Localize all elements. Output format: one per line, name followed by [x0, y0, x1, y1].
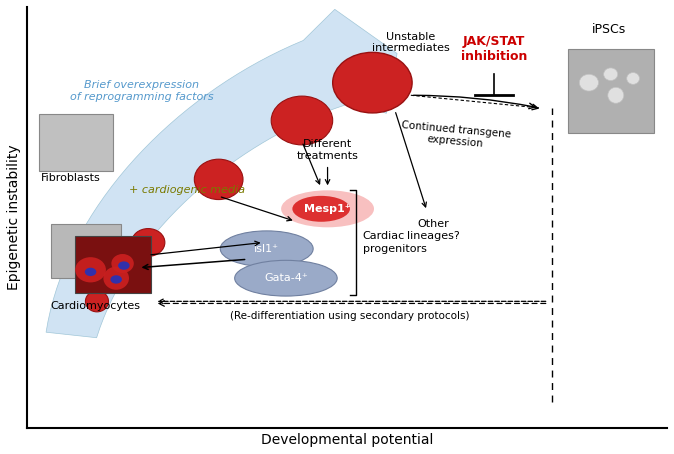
- Ellipse shape: [85, 268, 96, 276]
- Ellipse shape: [333, 52, 412, 113]
- Text: Cardiac
progenitors: Cardiac progenitors: [363, 231, 427, 254]
- Ellipse shape: [111, 254, 134, 273]
- Ellipse shape: [579, 74, 599, 91]
- Ellipse shape: [608, 87, 624, 103]
- Ellipse shape: [220, 231, 313, 266]
- Ellipse shape: [293, 196, 350, 222]
- Text: (Re-differentiation using secondary protocols): (Re-differentiation using secondary prot…: [231, 311, 470, 321]
- FancyBboxPatch shape: [51, 223, 121, 278]
- Ellipse shape: [86, 291, 109, 312]
- Text: Mesp1⁺: Mesp1⁺: [304, 204, 351, 214]
- FancyBboxPatch shape: [39, 114, 113, 171]
- FancyBboxPatch shape: [75, 236, 152, 293]
- Ellipse shape: [281, 190, 374, 227]
- Ellipse shape: [604, 68, 618, 80]
- Ellipse shape: [75, 257, 106, 282]
- Text: Different
treatments: Different treatments: [297, 139, 359, 161]
- Ellipse shape: [131, 228, 165, 257]
- Ellipse shape: [111, 275, 122, 284]
- Text: Other
lineages?: Other lineages?: [407, 219, 460, 241]
- Text: Fibroblasts: Fibroblasts: [40, 173, 100, 183]
- Text: Continued transgene
expression: Continued transgene expression: [400, 120, 512, 152]
- Ellipse shape: [118, 262, 129, 270]
- Text: + cardiogenic media: + cardiogenic media: [129, 185, 245, 195]
- Y-axis label: Epigenetic instability: Epigenetic instability: [7, 144, 21, 290]
- Text: JAK/STAT
inhibition: JAK/STAT inhibition: [461, 35, 527, 63]
- Ellipse shape: [235, 260, 337, 296]
- Text: Isl1⁺: Isl1⁺: [254, 244, 279, 254]
- Ellipse shape: [627, 73, 640, 84]
- FancyBboxPatch shape: [568, 49, 654, 133]
- Text: Gata-4⁺: Gata-4⁺: [264, 273, 308, 283]
- Text: Unstable
intermediates: Unstable intermediates: [372, 32, 450, 53]
- Text: Brief overexpression
of reprogramming factors: Brief overexpression of reprogramming fa…: [70, 80, 214, 102]
- Ellipse shape: [194, 159, 243, 200]
- Text: iPSCs: iPSCs: [592, 24, 627, 36]
- Ellipse shape: [103, 266, 129, 290]
- Text: Cardiomyocytes: Cardiomyocytes: [51, 301, 141, 311]
- Ellipse shape: [271, 96, 333, 145]
- Polygon shape: [46, 10, 397, 338]
- X-axis label: Developmental potential: Developmental potential: [261, 433, 433, 447]
